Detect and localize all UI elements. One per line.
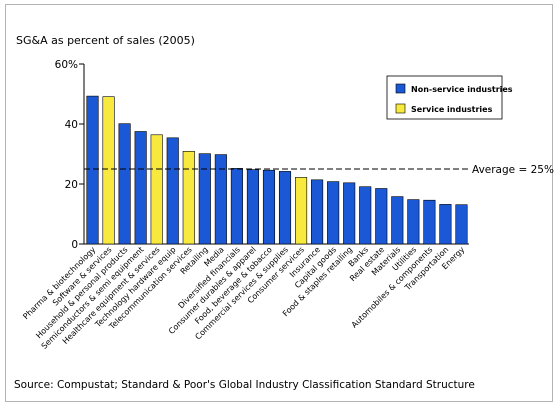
bar: [86, 95, 99, 245]
average-label: Average = 25%: [472, 164, 554, 176]
bar: [134, 131, 147, 245]
legend-box: [386, 75, 503, 120]
bar: [327, 181, 340, 245]
bar: [423, 199, 436, 245]
bar: [407, 199, 420, 245]
bar: [182, 151, 195, 245]
y-tick-label: 0: [71, 239, 78, 251]
bar: [118, 123, 131, 245]
bar: [455, 204, 468, 245]
y-tick-label: 60%: [55, 59, 78, 71]
bar: [262, 169, 276, 245]
legend-label: Non-service industries: [411, 85, 513, 94]
bar: [311, 179, 324, 245]
bar: [102, 96, 115, 245]
bar: [439, 204, 452, 245]
bar: [214, 154, 227, 245]
bar: [150, 134, 163, 245]
legend-swatch: [395, 83, 406, 94]
bar: [230, 168, 243, 245]
bar: [278, 171, 292, 245]
bar: [343, 182, 356, 245]
bar: [359, 186, 372, 245]
y-tick-label: 20: [65, 179, 78, 191]
legend-swatch: [395, 103, 406, 114]
y-tick-label: 40: [65, 119, 78, 131]
bar: [375, 188, 388, 245]
bar: [295, 177, 308, 245]
legend-label: Service industries: [411, 105, 493, 114]
bar: [391, 196, 404, 245]
bar: [198, 153, 211, 245]
chart-title: SG&A as percent of sales (2005): [16, 34, 195, 47]
source-note: Source: Compustat; Standard & Poor's Glo…: [14, 379, 475, 391]
bar: [166, 137, 179, 245]
bar: [246, 169, 259, 245]
